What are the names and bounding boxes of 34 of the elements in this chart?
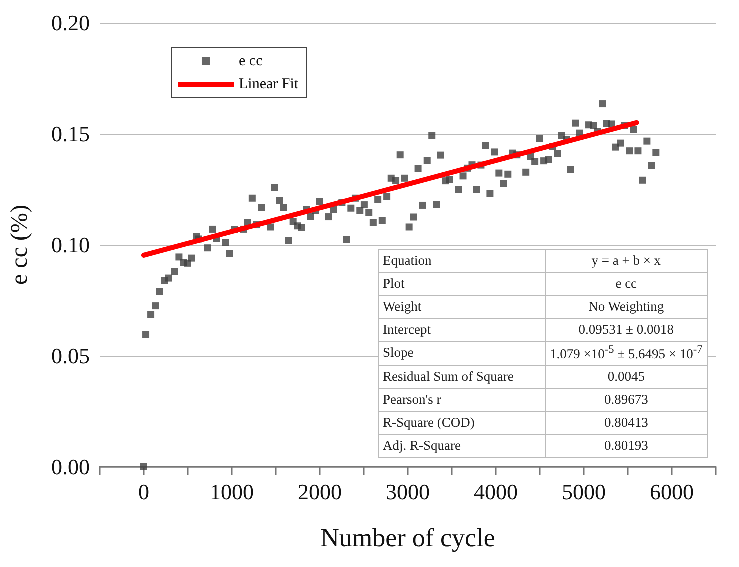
annotation: 0.0045 — [546, 365, 708, 388]
annotation: Residual Sum of Square — [378, 365, 546, 388]
y-axis-title: e cc (%) — [7, 205, 33, 285]
y-tick-label: 0.05 — [52, 344, 90, 368]
x-tick-label: 0 — [138, 480, 150, 504]
annotation: 0.80193 — [546, 434, 708, 457]
annotation: 0.89673 — [546, 388, 708, 411]
annotation: R-Square (COD) — [378, 411, 546, 434]
legend-label: e cc — [239, 54, 264, 70]
x-tick-label: 5000 — [562, 480, 606, 504]
annotation: y = a + b × x — [546, 250, 708, 272]
annotation: Equation — [378, 250, 546, 272]
annotation: 0.80413 — [546, 411, 708, 434]
annotation: 0.09531 ± 0.0018 — [546, 318, 708, 342]
x-tick-label: 2000 — [298, 480, 342, 504]
x-tick-label: 1000 — [210, 480, 254, 504]
x-tick-label: 4000 — [474, 480, 518, 504]
y-tick-label: 0.15 — [52, 122, 90, 146]
annotation: 1.079 ×10$^{-5}$ ± 5.6495 × 10$^{-7}$ — [546, 342, 708, 365]
annotation: Adj. R-Square — [378, 434, 546, 457]
annotation: Weight — [378, 296, 546, 318]
x-tick-label: 3000 — [386, 480, 430, 504]
annotation: Plot — [378, 272, 546, 296]
annotation: Pearson's r — [378, 388, 546, 411]
y-tick-label: 0.00 — [52, 454, 90, 480]
legend-label: Linear Fit — [239, 76, 300, 92]
y-tick-label: 0.10 — [52, 232, 90, 258]
x-axis-title: Number of cycle — [320, 524, 496, 552]
annotation: Slope — [378, 342, 546, 365]
annotation: Intercept — [378, 318, 546, 342]
y-tick-label: 0.20 — [52, 10, 90, 36]
annotation: e cc — [546, 272, 708, 296]
x-tick-label: 6000 — [650, 480, 694, 504]
annotation: No Weighting — [546, 296, 708, 318]
